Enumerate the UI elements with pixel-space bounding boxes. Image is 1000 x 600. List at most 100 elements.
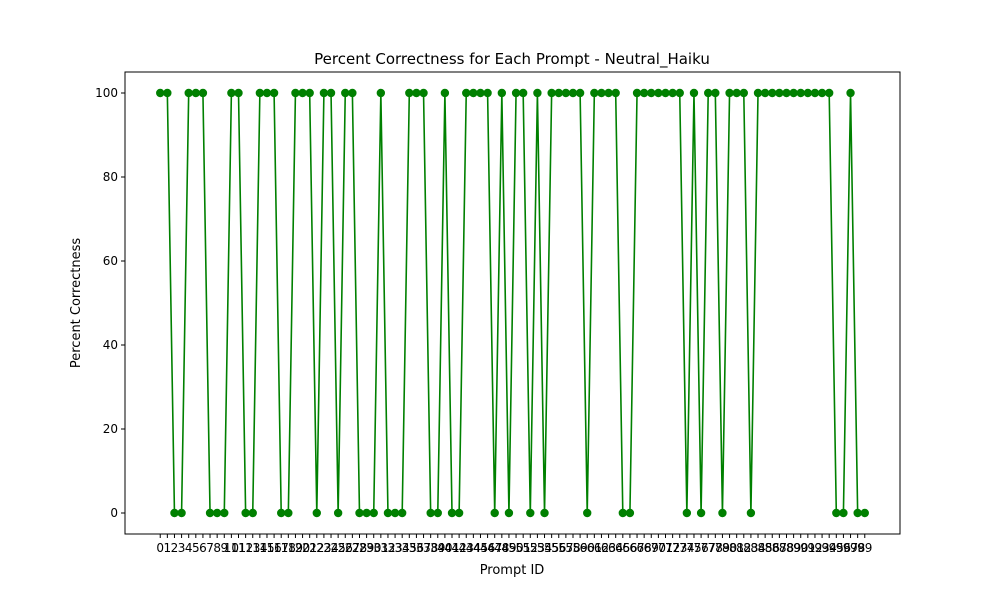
x-tick-label: 64: [608, 541, 623, 555]
data-point: [803, 88, 813, 98]
x-tick-label: 25: [331, 541, 346, 555]
x-tick-label: 40: [437, 541, 452, 555]
y-tick-label: 80: [103, 170, 118, 184]
data-point: [718, 508, 727, 518]
x-tick-label: 8: [213, 541, 221, 555]
data-point: [654, 88, 663, 98]
data-point: [234, 88, 243, 98]
x-tick-label: 72: [665, 541, 680, 555]
data-point: [725, 88, 734, 98]
x-tick-label: 87: [772, 541, 787, 555]
x-tick-label: 77: [701, 541, 716, 555]
data-point: [348, 88, 357, 98]
x-tick-label: 26: [338, 541, 353, 555]
x-tick-label: 55: [544, 541, 559, 555]
x-tick-label: 51: [516, 541, 531, 555]
x-tick-label: 32: [380, 541, 395, 555]
x-tick-label: 0: [156, 541, 164, 555]
y-tick-label: 0: [110, 506, 118, 520]
data-point: [227, 88, 236, 98]
chart-title: Percent Correctness for Each Prompt - Ne…: [314, 50, 710, 69]
data-point: [326, 88, 336, 98]
data-point: [625, 508, 635, 518]
x-tick-label: 92: [807, 541, 822, 555]
x-tick-label: 98: [850, 541, 865, 555]
x-tick-label: 66: [622, 541, 637, 555]
x-tick-label: 53: [530, 541, 545, 555]
data-point: [604, 88, 613, 98]
x-tick-label: 12: [238, 541, 253, 555]
x-tick-label: 67: [629, 541, 644, 555]
series-line: [160, 92, 865, 514]
x-tick-label: 41: [444, 541, 459, 555]
data-point: [397, 508, 407, 518]
data-point: [163, 88, 172, 98]
data-point: [775, 88, 784, 98]
data-point: [796, 88, 805, 98]
data-point: [817, 88, 827, 98]
data-point: [810, 88, 820, 98]
data-point: [590, 88, 599, 98]
x-tick-label: 96: [836, 541, 851, 555]
data-point: [618, 508, 628, 518]
data-point: [426, 508, 435, 518]
y-axis-title: Percent Correctness: [69, 238, 84, 369]
x-tick-label: 31: [373, 541, 388, 555]
x-tick-label: 18: [281, 541, 296, 555]
x-tick-label: 24: [323, 541, 338, 555]
x-tick-label: 9: [220, 541, 228, 555]
data-point: [170, 508, 179, 518]
data-point: [419, 88, 428, 98]
data-point: [205, 508, 215, 518]
data-point: [547, 88, 556, 98]
x-tick-label: 82: [736, 541, 751, 555]
data-point: [860, 508, 869, 518]
data-point: [639, 88, 649, 98]
data-point: [184, 88, 193, 98]
x-tick-label: 30: [366, 541, 381, 555]
x-tick-label: 11: [231, 541, 246, 555]
x-tick-label: 56: [551, 541, 566, 555]
data-point: [248, 508, 257, 518]
x-tick-label: 27: [345, 541, 360, 555]
data-point: [177, 508, 186, 518]
data-point: [305, 88, 314, 98]
x-tick-label: 59: [572, 541, 587, 555]
data-point: [291, 88, 300, 98]
data-point: [511, 88, 521, 98]
data-point: [554, 88, 563, 98]
x-tick-label: 74: [679, 541, 694, 555]
x-tick-label: 70: [651, 541, 666, 555]
data-point: [277, 508, 286, 518]
data-point: [462, 88, 471, 98]
x-tick-label: 29: [359, 541, 374, 555]
x-tick-label: 58: [565, 541, 580, 555]
data-point: [312, 508, 321, 518]
y-tick-label: 100: [95, 86, 118, 100]
data-point: [497, 88, 507, 98]
data-point: [632, 88, 642, 98]
data-point: [284, 508, 293, 518]
x-tick-label: 14: [252, 541, 267, 555]
data-point: [611, 88, 620, 98]
x-tick-label: 99: [857, 541, 872, 555]
data-point: [376, 88, 386, 98]
x-tick-label: 35: [402, 541, 417, 555]
x-tick-label: 73: [672, 541, 687, 555]
data-point: [561, 88, 571, 98]
x-tick-label: 6: [199, 541, 207, 555]
x-tick-label: 93: [814, 541, 829, 555]
x-tick-label: 91: [800, 541, 815, 555]
x-tick-label: 97: [843, 541, 858, 555]
data-point: [704, 88, 713, 98]
x-tick-label: 48: [494, 541, 509, 555]
x-tick-label: 61: [587, 541, 602, 555]
x-tick-label: 68: [637, 541, 652, 555]
x-tick-label: 17: [274, 541, 289, 555]
data-point: [333, 508, 343, 518]
x-tick-label: 81: [729, 541, 744, 555]
axes-frame: [124, 71, 901, 535]
x-tick-label: 34: [395, 541, 410, 555]
x-tick-label: 65: [615, 541, 630, 555]
